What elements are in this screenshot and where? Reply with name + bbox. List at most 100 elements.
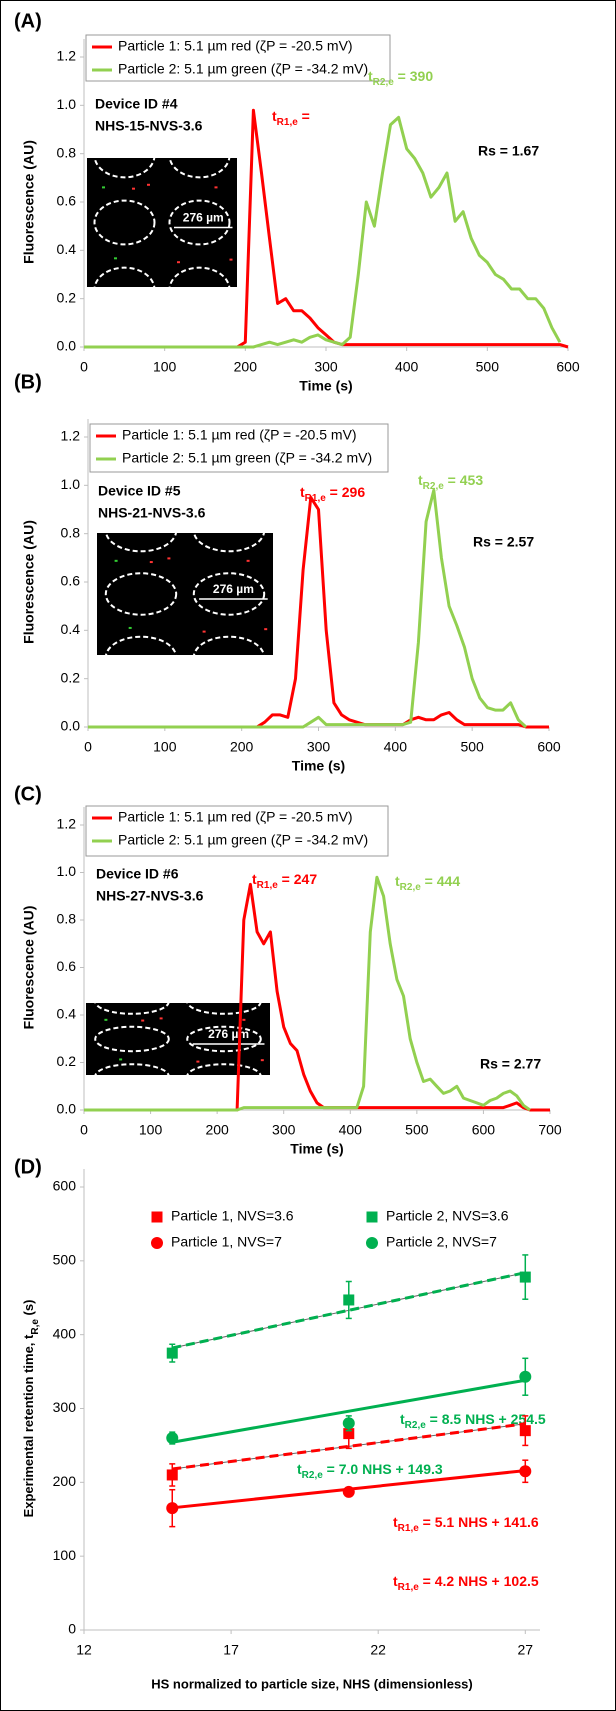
x-tick-label: 100 <box>153 739 177 755</box>
inset-ellipses <box>94 1003 264 1075</box>
pillar-outline <box>192 572 266 616</box>
y-axis-title-sub: R,e <box>30 1319 41 1335</box>
peak-annotation: tR1,e = 247 <box>252 871 317 891</box>
y-tick-label: 0.0 <box>57 1101 77 1117</box>
fit-equation: tR2,e = 7.0 NHS + 149.3 <box>297 1461 443 1481</box>
marker <box>519 1370 532 1383</box>
y-axis-title-tail: (s) <box>21 1300 36 1320</box>
x-tick-label: 500 <box>405 1122 429 1138</box>
legend-label: Particle 2: 5.1 µm green (ζP = -34.2 mV) <box>118 832 368 848</box>
legend-label: Particle 1, NVS=3.6 <box>171 1208 294 1224</box>
x-tick-label: 22 <box>370 1642 386 1658</box>
y-tick-label: 1.2 <box>57 48 77 64</box>
particle-dot <box>141 1019 145 1022</box>
pillar-outline <box>94 1003 170 1015</box>
pillar-outline <box>193 533 265 553</box>
y-axis-title: Experimental retention time, tR,e (s) <box>21 1300 41 1518</box>
x-tick-label: 17 <box>223 1642 239 1658</box>
legend-label: Particle 1: 5.1 µm red (ζP = -20.5 mV) <box>118 38 353 54</box>
pillar-outline <box>93 199 156 246</box>
x-tick-label: 300 <box>314 359 338 375</box>
particle-dot <box>159 1017 163 1020</box>
x-tick-label: 400 <box>384 739 408 755</box>
trace <box>84 115 562 349</box>
x-tick-label: 200 <box>234 359 258 375</box>
resolution-label: Rs = 2.57 <box>473 534 534 550</box>
particle-dot <box>114 257 117 260</box>
y-tick-label: 0 <box>68 1621 76 1637</box>
marker <box>519 1271 531 1283</box>
marker <box>519 1465 532 1478</box>
x-tick-label: 400 <box>395 359 419 375</box>
fit-equation-sub: R1,e <box>398 1523 420 1534</box>
inset-bg <box>97 533 273 655</box>
pillar-outline <box>105 533 177 553</box>
x-axis-title: Time (s) <box>290 1141 343 1157</box>
pillar-outline <box>94 1063 170 1075</box>
x-axis-title: HS normalized to particle size, NHS (dim… <box>151 1676 472 1691</box>
y-tick-label: 0.8 <box>57 911 77 927</box>
peak-annotation: tR2,e = 453 <box>418 472 483 492</box>
marker <box>343 1294 355 1306</box>
inset-ellipses <box>104 533 268 655</box>
pillar-outline <box>93 158 156 179</box>
peak-annotation: tR2,e = 390 <box>368 68 433 88</box>
peak-annotation-main: t <box>368 68 373 84</box>
legend-label: Particle 2, NVS=3.6 <box>386 1208 509 1224</box>
resolution-label: Rs = 1.67 <box>478 143 539 159</box>
peak-annotation-sub: R2,e <box>400 882 422 893</box>
y-tick-label: 0.8 <box>61 524 81 540</box>
inset-bg <box>87 158 237 287</box>
pillar-outline <box>168 158 231 179</box>
y-tick-label: 1.0 <box>61 476 81 492</box>
peak-annotation-main: t <box>272 108 277 124</box>
marker <box>342 1485 355 1498</box>
legend-box <box>85 34 391 82</box>
legend-marker <box>366 1211 378 1223</box>
peak-annotation: tR1,e = 296 <box>300 484 365 504</box>
peak-annotation-tail: = 296 <box>326 484 366 500</box>
y-tick-label: 0.2 <box>57 289 77 305</box>
x-tick-label: 600 <box>472 1122 496 1138</box>
legend-label: Particle 1: 5.1 µm red (ζP = -20.5 mV) <box>118 809 353 825</box>
fit-equation-tail: = 4.2 NHS + 102.5 <box>419 1573 539 1589</box>
fit-equation-tail: = 5.1 NHS + 141.6 <box>419 1514 539 1530</box>
peak-annotation-sub: R1,e <box>257 880 279 891</box>
x-axis-title: Time (s) <box>299 378 352 394</box>
resolution-label: Rs = 2.77 <box>480 1056 541 1072</box>
marker <box>166 1347 178 1359</box>
y-tick-label: 0.6 <box>57 958 77 974</box>
fit-equation: tR2,e = 8.5 NHS + 254.5 <box>400 1411 546 1431</box>
inset-ellipses <box>93 158 233 287</box>
x-tick-label: 27 <box>518 1642 534 1658</box>
x-tick-label: 200 <box>230 739 254 755</box>
y-tick-label: 1.0 <box>57 863 77 879</box>
particle-dot <box>229 258 233 261</box>
trace <box>88 488 528 729</box>
y-axis-title: Fluorescence (AU) <box>21 520 37 644</box>
y-tick-label: 0.4 <box>57 241 77 257</box>
particle-dot <box>260 1059 264 1062</box>
fit-equation-main: t <box>400 1411 405 1427</box>
marker <box>166 1432 179 1445</box>
legend-label: Particle 1, NVS=7 <box>171 1234 282 1250</box>
particle-dot <box>246 559 250 562</box>
x-tick-label: 100 <box>153 359 177 375</box>
y-axis-title-main: Experimental retention time, t <box>21 1334 36 1517</box>
y-tick-label: 0.4 <box>61 621 81 637</box>
legend-marker <box>151 1211 163 1223</box>
particle-dot <box>102 186 105 189</box>
fit-line <box>171 1378 526 1444</box>
inset-label: 276 µm <box>208 1027 249 1041</box>
particle-dot <box>196 1060 200 1063</box>
pillar-outline <box>104 572 178 616</box>
peak-annotation: tR2,e = 444 <box>395 873 460 893</box>
x-tick-label: 600 <box>556 359 580 375</box>
fit-equation-main: t <box>297 1461 302 1477</box>
x-axis-title: Time (s) <box>292 758 345 774</box>
y-tick-label: 300 <box>53 1399 77 1415</box>
particle-dot <box>149 561 153 564</box>
legend-label: Particle 2: 5.1 µm green (ζP = -34.2 mV) <box>122 450 372 466</box>
particle-dot <box>119 1058 123 1061</box>
panel-label: (C) <box>14 783 42 805</box>
